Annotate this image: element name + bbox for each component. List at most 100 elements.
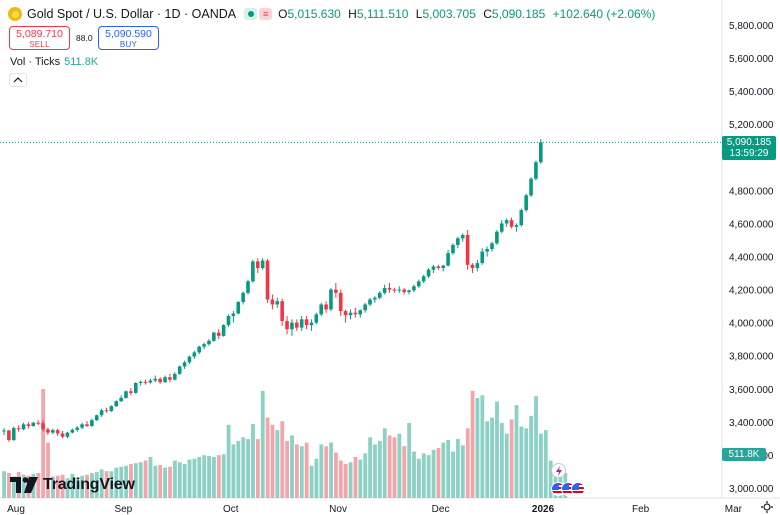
volume-bar — [509, 419, 514, 498]
volume-bar — [104, 471, 109, 498]
price-tick-label: 3,000.000 — [729, 484, 774, 495]
time-tick-label: 2026 — [532, 504, 555, 515]
candle-body — [504, 220, 509, 224]
volume-bar — [373, 444, 377, 498]
volume-bar — [270, 424, 275, 498]
candle-body — [192, 352, 197, 357]
candle-body — [163, 377, 167, 383]
volume-bar — [129, 464, 133, 498]
candle-body — [329, 289, 333, 310]
candle-body — [299, 319, 304, 328]
sell-button[interactable]: 5,089.710 SELL — [9, 26, 70, 50]
lightning-icon[interactable] — [551, 463, 566, 478]
candle-body — [358, 310, 363, 315]
candle-body — [231, 313, 236, 317]
candle-body — [7, 430, 11, 441]
candle-body — [348, 312, 353, 316]
candle-body — [226, 316, 231, 326]
price-tick-label: 5,200.000 — [729, 120, 774, 131]
candle-body — [148, 380, 153, 383]
symbol-title[interactable]: Gold Spot / U.S. Dollar · 1D · OANDA — [27, 7, 237, 21]
candle-body — [158, 378, 162, 383]
volume-bar — [148, 456, 153, 498]
price-tick-label: 4,800.000 — [729, 186, 774, 197]
buy-button[interactable]: 5,090.590 BUY — [98, 26, 159, 50]
volume-bar — [138, 462, 143, 498]
candle-body — [514, 225, 519, 227]
us-flag-icon[interactable] — [571, 482, 585, 496]
volume-bar — [99, 469, 104, 498]
candle-body — [46, 429, 50, 433]
price-tick-label: 4,000.000 — [729, 319, 774, 330]
candle-body — [119, 397, 123, 402]
event-icon[interactable]: ≡ — [259, 8, 273, 20]
volume-bar — [226, 424, 231, 498]
tradingview-logo[interactable]: TradingView — [10, 476, 135, 494]
volume-bar — [412, 451, 416, 498]
candle-body — [65, 432, 70, 437]
market-open-icon[interactable] — [244, 8, 258, 20]
price-tick-label: 4,200.000 — [729, 286, 774, 297]
candle-body — [509, 220, 514, 227]
ohlc-values: O5,015.630 H5,111.510 L5,003.705 C5,090.… — [278, 7, 659, 21]
candle-body — [392, 289, 397, 291]
volume-legend[interactable]: Vol · Ticks 511.8K — [10, 56, 98, 68]
candle-body — [319, 304, 323, 315]
collapse-legend-button[interactable] — [9, 73, 27, 87]
change-value: +102.640 (+2.06%) — [552, 7, 656, 21]
volume-bar — [36, 473, 41, 498]
volume-bar — [202, 455, 207, 498]
settings-icon[interactable] — [760, 501, 774, 513]
volume-bar — [236, 440, 241, 498]
volume-bar — [490, 417, 494, 498]
volume-bar — [280, 421, 285, 498]
volume-bar — [212, 456, 216, 498]
candle-body — [2, 430, 6, 432]
status-indicators: ≡ — [244, 8, 273, 20]
candle-body — [280, 301, 284, 321]
candle-body — [431, 266, 436, 270]
economic-events[interactable] — [551, 482, 585, 496]
candle-body — [436, 266, 441, 269]
time-tick-label: Oct — [223, 504, 239, 515]
tradingview-wordmark: TradingView — [43, 476, 135, 493]
candle-body — [104, 410, 109, 412]
volume-bar — [7, 473, 11, 498]
candle-body — [417, 281, 421, 287]
candle-body — [270, 299, 275, 305]
candle-body — [495, 231, 499, 244]
candle-body — [285, 320, 289, 330]
candle-body — [373, 297, 377, 300]
candle-body — [314, 314, 319, 323]
candle-body — [11, 428, 16, 441]
volume-bar — [402, 446, 407, 498]
candle-body — [251, 261, 255, 282]
candle-body — [480, 251, 485, 264]
volume-bar — [421, 453, 426, 498]
candle-body — [212, 332, 216, 341]
volume-bar — [387, 435, 392, 498]
volume-axis-label: 511.8K — [722, 448, 766, 461]
volume-bar — [231, 444, 236, 498]
high-value: 5,111.510 — [356, 7, 409, 21]
volume-bar — [446, 439, 451, 498]
volume-bar — [182, 464, 187, 498]
volume-bar — [2, 471, 6, 498]
candle-body — [99, 410, 104, 416]
volume-bar — [173, 460, 177, 498]
volume-bar — [153, 465, 158, 498]
volume-bar — [251, 423, 255, 498]
volume-bar — [109, 471, 114, 498]
volume-bar — [246, 439, 250, 498]
lightning-glyph — [555, 465, 562, 476]
candle-body — [36, 422, 40, 424]
candle-body — [41, 423, 45, 430]
volume-bar — [41, 389, 46, 498]
price-tick-label: 5,600.000 — [729, 54, 774, 65]
volume-bar — [290, 435, 294, 498]
candle-body — [114, 401, 119, 407]
candle-body — [412, 286, 416, 291]
volume-bar — [75, 477, 80, 498]
candle-body — [421, 276, 426, 282]
